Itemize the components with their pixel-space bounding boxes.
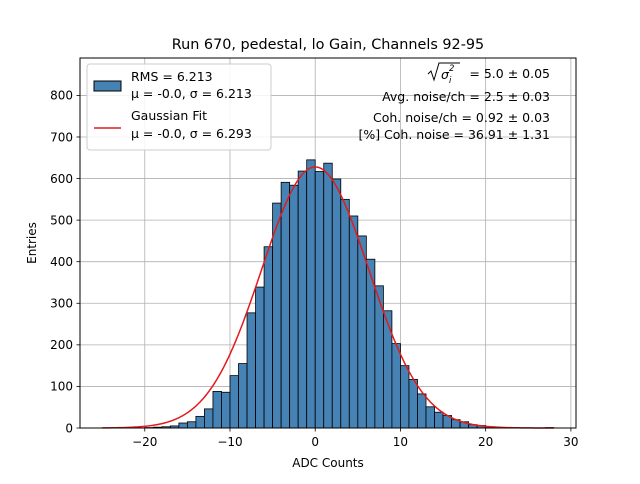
- histogram-bar: [187, 422, 196, 428]
- histogram-bar: [264, 247, 273, 428]
- y-tick-label: 100: [50, 380, 73, 394]
- legend-histogram-swatch: [94, 81, 121, 91]
- x-tick-label: −20: [132, 435, 157, 449]
- x-tick-label: −10: [217, 435, 242, 449]
- histogram-bar: [349, 216, 358, 428]
- pct-coh-noise-annotation: [%] Coh. noise = 36.91 ± 1.31: [358, 127, 550, 142]
- histogram-bar: [213, 391, 222, 428]
- histogram-bar: [204, 409, 213, 428]
- histogram-bar: [290, 185, 299, 428]
- histogram-bar: [341, 199, 350, 428]
- histogram-bar: [315, 171, 324, 428]
- histogram-bar: [179, 423, 188, 428]
- legend-fit-line1: Gaussian Fit: [131, 108, 207, 123]
- y-tick-label: 300: [50, 297, 73, 311]
- histogram-bar: [417, 394, 426, 428]
- histogram-bar: [400, 366, 409, 428]
- y-axis-label: Entries: [25, 222, 39, 264]
- histogram-bar: [358, 236, 367, 428]
- svg-text:2: 2: [449, 64, 454, 74]
- x-axis-label: ADC Counts: [292, 456, 364, 470]
- histogram-bar: [332, 179, 341, 428]
- histogram-bar: [392, 344, 401, 428]
- histogram-bar: [409, 379, 418, 428]
- avg-noise-annotation: Avg. noise/ch = 2.5 ± 0.03: [382, 89, 550, 104]
- y-tick-label: 500: [50, 213, 73, 227]
- sigma-annotation-text: = 5.0 ± 0.05: [469, 66, 550, 81]
- y-tick-label: 400: [50, 255, 73, 269]
- histogram-bar: [435, 412, 444, 428]
- histogram-bar: [426, 407, 435, 428]
- histogram-bar: [221, 392, 230, 428]
- chart-title: Run 670, pedestal, lo Gain, Channels 92-…: [172, 37, 484, 53]
- histogram-bar: [239, 364, 248, 428]
- y-tick-label: 200: [50, 338, 73, 352]
- histogram-bar: [281, 182, 290, 428]
- y-tick-label: 600: [50, 172, 73, 186]
- coh-noise-annotation: Coh. noise/ch = 0.92 ± 0.03: [373, 110, 550, 125]
- x-tick-label: 30: [563, 435, 578, 449]
- y-tick-label: 700: [50, 130, 73, 144]
- x-tick-label: 0: [311, 435, 319, 449]
- histogram-bar: [230, 376, 239, 428]
- x-tick-label: 10: [393, 435, 408, 449]
- histogram-bar: [383, 311, 392, 428]
- histogram-bar: [196, 416, 205, 428]
- histogram-bar: [273, 203, 282, 428]
- histogram-bar: [307, 160, 316, 428]
- histogram-bar: [324, 163, 333, 428]
- legend: RMS = 6.213 μ = -0.0, σ = 6.213 Gaussian…: [87, 64, 271, 150]
- x-tick-label: 20: [478, 435, 493, 449]
- y-tick-label: 0: [65, 421, 73, 435]
- histogram-bar: [247, 313, 256, 428]
- legend-fit-line2: μ = -0.0, σ = 6.293: [131, 126, 252, 141]
- legend-histogram-line2: μ = -0.0, σ = 6.213: [131, 86, 252, 101]
- legend-histogram-line1: RMS = 6.213: [131, 69, 213, 84]
- y-tick-label: 800: [50, 89, 73, 103]
- histogram-bar: [256, 287, 265, 428]
- histogram-bar: [298, 171, 307, 428]
